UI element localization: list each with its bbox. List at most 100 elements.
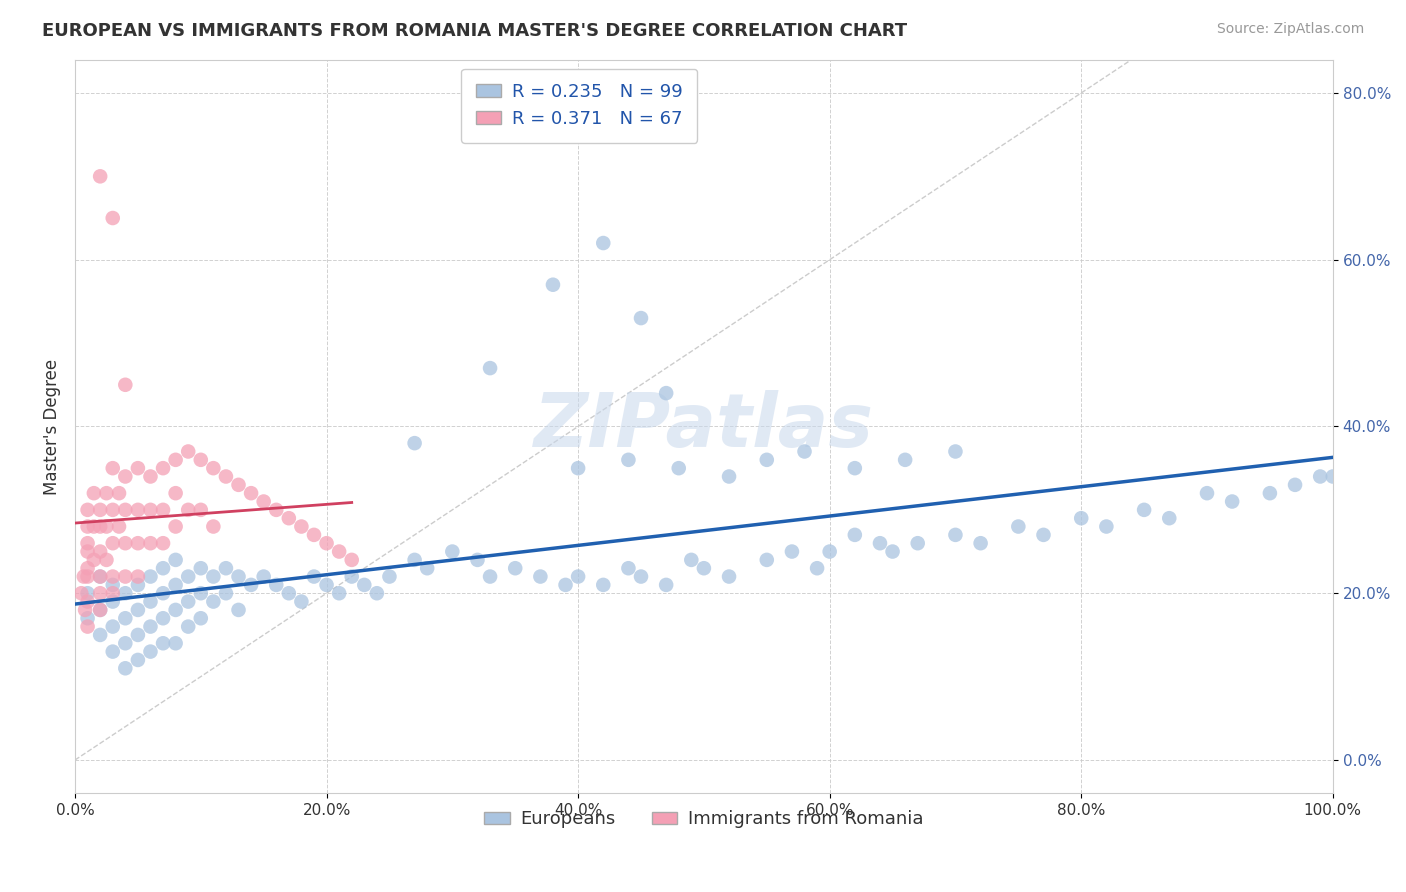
Point xyxy=(96,486,118,500)
Point xyxy=(404,553,426,567)
Point xyxy=(945,528,967,542)
Point xyxy=(190,453,212,467)
Text: ZIPatlas: ZIPatlas xyxy=(534,390,875,463)
Point xyxy=(190,611,212,625)
Point xyxy=(165,578,187,592)
Point xyxy=(340,553,363,567)
Point xyxy=(127,653,149,667)
Point xyxy=(1133,503,1156,517)
Point xyxy=(76,611,98,625)
Point xyxy=(1032,528,1054,542)
Point xyxy=(165,603,187,617)
Point xyxy=(101,461,124,475)
Point xyxy=(96,519,118,533)
Point xyxy=(101,536,124,550)
Point xyxy=(127,628,149,642)
Point xyxy=(152,461,174,475)
Point xyxy=(404,436,426,450)
Point xyxy=(96,553,118,567)
Point xyxy=(76,586,98,600)
Point xyxy=(277,586,299,600)
Point xyxy=(894,453,917,467)
Point xyxy=(479,361,502,376)
Point xyxy=(114,569,136,583)
Point xyxy=(1284,478,1306,492)
Point xyxy=(1095,519,1118,533)
Point xyxy=(152,636,174,650)
Point xyxy=(152,586,174,600)
Point xyxy=(630,569,652,583)
Point xyxy=(416,561,439,575)
Point xyxy=(76,569,98,583)
Point xyxy=(479,569,502,583)
Point xyxy=(76,503,98,517)
Point xyxy=(101,503,124,517)
Point xyxy=(240,486,263,500)
Point xyxy=(101,211,124,225)
Point xyxy=(190,586,212,600)
Point xyxy=(139,569,162,583)
Point xyxy=(75,603,97,617)
Point xyxy=(165,636,187,650)
Point xyxy=(202,569,225,583)
Point xyxy=(240,578,263,592)
Point xyxy=(76,561,98,575)
Point xyxy=(139,644,162,658)
Point xyxy=(567,569,589,583)
Point xyxy=(108,486,131,500)
Point xyxy=(655,578,678,592)
Point xyxy=(114,469,136,483)
Point xyxy=(165,453,187,467)
Point xyxy=(127,503,149,517)
Text: Source: ZipAtlas.com: Source: ZipAtlas.com xyxy=(1216,22,1364,37)
Point xyxy=(202,461,225,475)
Point xyxy=(177,444,200,458)
Point xyxy=(228,603,250,617)
Point xyxy=(541,277,564,292)
Point xyxy=(681,553,703,567)
Point xyxy=(617,453,640,467)
Point xyxy=(83,519,105,533)
Point xyxy=(89,628,111,642)
Point xyxy=(114,377,136,392)
Point xyxy=(76,536,98,550)
Point xyxy=(755,453,778,467)
Point xyxy=(567,461,589,475)
Point xyxy=(83,486,105,500)
Point xyxy=(177,619,200,633)
Point xyxy=(89,503,111,517)
Point xyxy=(1309,469,1331,483)
Point xyxy=(328,586,350,600)
Point xyxy=(340,569,363,583)
Point xyxy=(76,619,98,633)
Point xyxy=(139,619,162,633)
Point xyxy=(114,611,136,625)
Point xyxy=(617,561,640,575)
Point xyxy=(152,561,174,575)
Point xyxy=(228,478,250,492)
Point xyxy=(378,569,401,583)
Point xyxy=(503,561,526,575)
Point xyxy=(806,561,828,575)
Point xyxy=(114,586,136,600)
Point xyxy=(89,169,111,184)
Point xyxy=(89,603,111,617)
Point xyxy=(215,586,238,600)
Point xyxy=(693,561,716,575)
Point xyxy=(1159,511,1181,525)
Point xyxy=(89,603,111,617)
Point xyxy=(844,461,866,475)
Point xyxy=(302,528,325,542)
Point xyxy=(253,569,276,583)
Legend: Europeans, Immigrants from Romania: Europeans, Immigrants from Romania xyxy=(477,803,931,836)
Point xyxy=(945,444,967,458)
Point xyxy=(315,578,337,592)
Point xyxy=(76,594,98,608)
Point xyxy=(793,444,815,458)
Point xyxy=(844,528,866,542)
Point xyxy=(114,661,136,675)
Point xyxy=(89,544,111,558)
Point xyxy=(353,578,375,592)
Point xyxy=(228,569,250,583)
Point xyxy=(655,386,678,401)
